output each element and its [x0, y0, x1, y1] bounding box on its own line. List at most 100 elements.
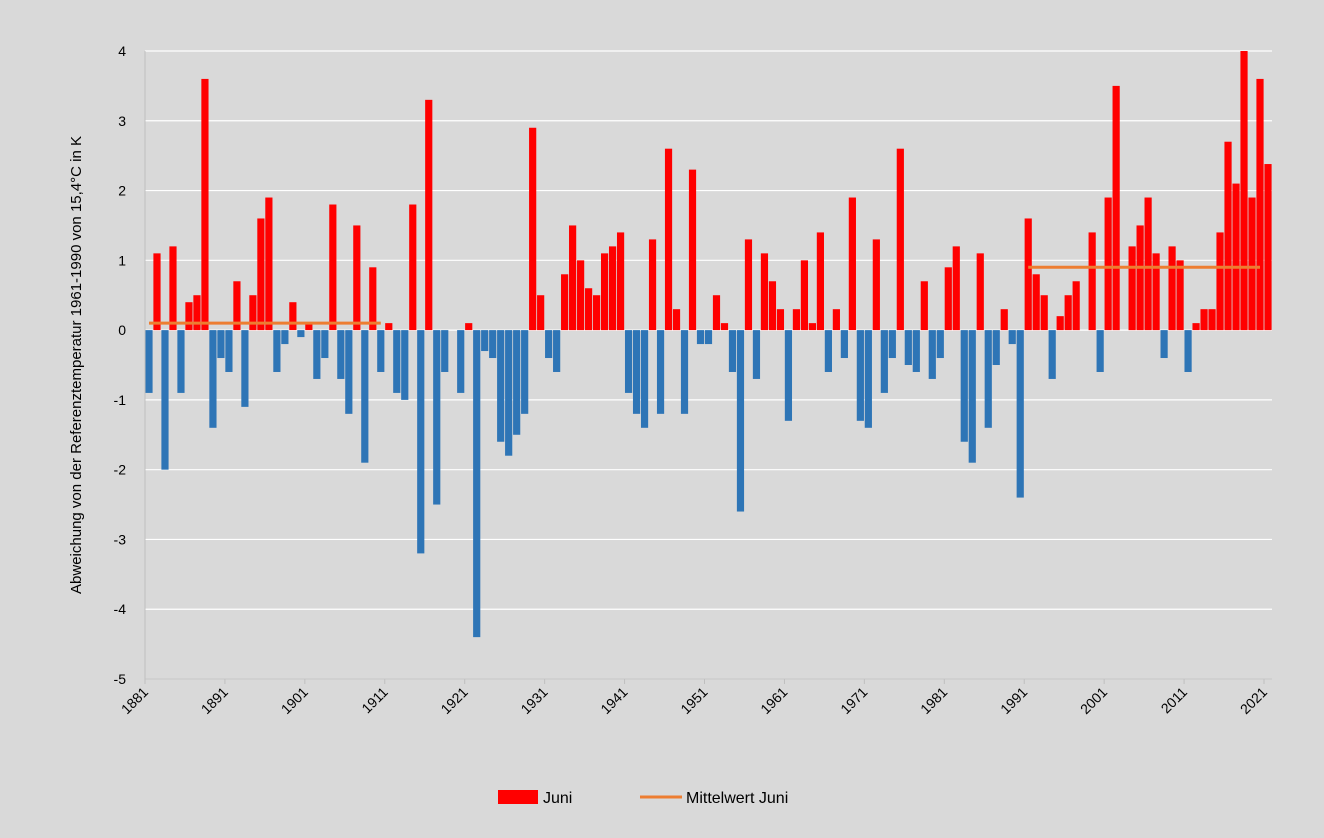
bar [409, 204, 417, 331]
y-tick-label: 3 [118, 113, 126, 129]
bar [848, 197, 856, 331]
bar [329, 204, 337, 331]
x-tick-label: 1901 [278, 684, 311, 717]
bar [1144, 197, 1152, 331]
bar [728, 330, 737, 372]
bar [569, 225, 577, 331]
bar [640, 330, 649, 428]
bar [153, 253, 161, 331]
bar [1240, 51, 1248, 331]
x-tick-label: 1961 [757, 684, 790, 717]
y-tick-label: 4 [118, 43, 126, 59]
bar [433, 330, 441, 505]
bar [593, 295, 601, 331]
bar [1192, 323, 1200, 331]
bar [169, 246, 177, 331]
bar [161, 330, 169, 470]
bar [824, 330, 832, 372]
bar [1024, 218, 1032, 331]
bar [1216, 232, 1224, 331]
legend-juni-swatch [498, 790, 538, 804]
bar [281, 330, 289, 345]
bar [1016, 330, 1024, 498]
bar [441, 330, 449, 372]
bar [864, 330, 872, 428]
x-tick-label: 1931 [517, 684, 550, 717]
bar [201, 78, 209, 331]
bar [1248, 197, 1256, 331]
bar [1104, 197, 1112, 331]
bar [385, 323, 393, 331]
bar [233, 281, 241, 331]
bar [936, 330, 944, 359]
bar [257, 218, 265, 331]
bar [776, 309, 785, 331]
bar [1096, 330, 1104, 372]
bar [944, 267, 952, 331]
bar [1128, 246, 1136, 331]
bar [928, 330, 936, 379]
y-tick-label: -3 [114, 531, 127, 547]
bar [425, 99, 433, 331]
y-tick-label: -2 [114, 462, 127, 478]
x-tick-label: 1891 [198, 684, 231, 717]
bar [1168, 246, 1176, 331]
bar [720, 323, 729, 331]
bar [1048, 330, 1056, 379]
bar [505, 330, 513, 456]
bar [608, 246, 617, 331]
legend-juni-label: Juni [543, 790, 572, 807]
legend-mean-label: Mittelwert Juni [686, 790, 788, 807]
x-tick-label: 1921 [437, 684, 470, 717]
y-tick-label: 0 [118, 322, 126, 338]
x-tick-label: 1941 [597, 684, 630, 717]
bar [984, 330, 992, 428]
bar [1208, 309, 1216, 331]
bar [632, 330, 641, 414]
bar [712, 295, 721, 331]
bar [1072, 281, 1080, 331]
bar [265, 197, 273, 331]
bar [193, 295, 201, 331]
bar [896, 148, 904, 331]
y-tick-label: -5 [114, 671, 127, 687]
bar [1000, 309, 1008, 331]
y-axis-label: Abweichung von der Referenztemperatur 19… [68, 136, 85, 594]
bar [529, 127, 537, 331]
bar [752, 330, 761, 379]
bar [672, 309, 681, 331]
bar [840, 330, 848, 359]
bar [1136, 225, 1144, 331]
bar [904, 330, 912, 365]
bar [289, 302, 297, 331]
bar [920, 281, 928, 331]
bar [1200, 309, 1208, 331]
bar [688, 169, 697, 331]
bar [680, 330, 689, 414]
bar [888, 330, 896, 359]
x-tick-label: 1991 [997, 684, 1030, 717]
bar [473, 330, 481, 638]
x-tick-label: 2011 [1158, 684, 1191, 717]
bar [457, 330, 465, 393]
bar [760, 253, 769, 331]
bar [345, 330, 353, 414]
x-tick-label: 1881 [118, 684, 151, 717]
bar [704, 330, 713, 345]
bar [1256, 78, 1264, 331]
x-tick-label: 2021 [1237, 684, 1270, 717]
y-tick-label: -4 [114, 601, 127, 617]
bar [768, 281, 777, 331]
bar [1056, 316, 1064, 331]
x-tick-labels: 1881 1891 1901 1911 1921 1931 1941 1951 1961 1971… [118, 679, 1270, 717]
bar [696, 330, 705, 345]
bar [297, 330, 305, 338]
bar [337, 330, 345, 379]
bar [401, 330, 409, 400]
axes [144, 51, 1272, 680]
bar [577, 260, 585, 331]
bar [601, 253, 609, 331]
bar [784, 330, 793, 421]
bar [816, 232, 824, 331]
